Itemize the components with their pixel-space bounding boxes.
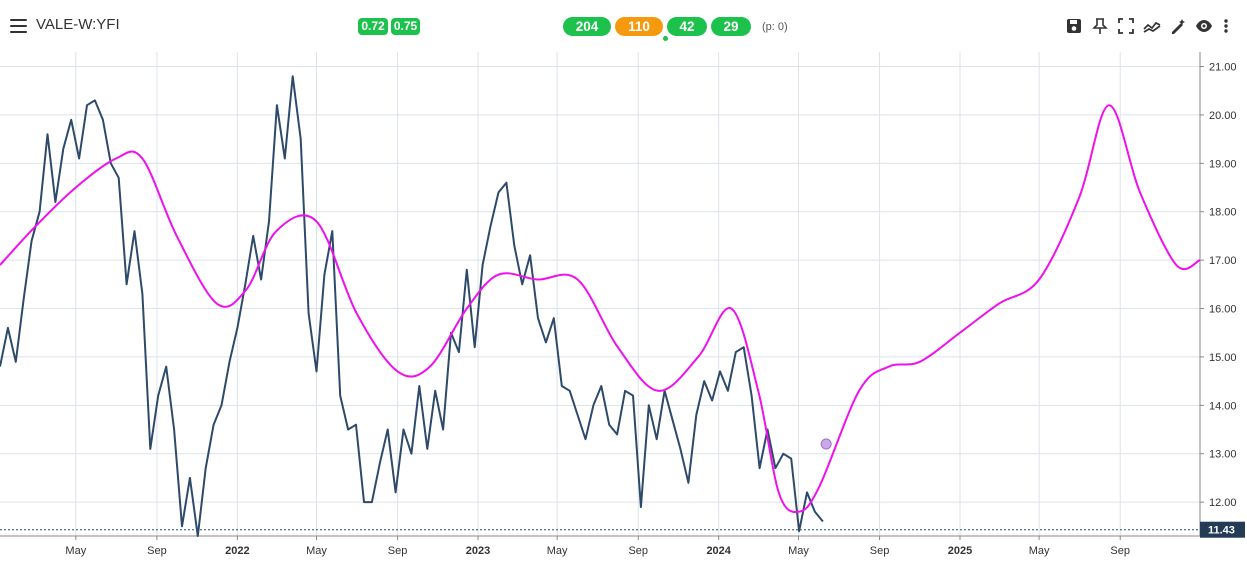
- series-layer: [0, 75, 1201, 537]
- y-tick-label: 12.00: [1209, 497, 1237, 509]
- y-tick-label: 16.00: [1209, 304, 1237, 316]
- save-icon[interactable]: [1065, 17, 1083, 35]
- x-tick-label: Sep: [870, 545, 890, 557]
- y-axis: 12.00 13.00 14.00 15.00 16.00 17.00 18.00 19.00…: [1200, 62, 1237, 509]
- x-tick-label: Sep: [628, 545, 648, 557]
- y-tick-label: 13.00: [1209, 449, 1237, 461]
- eye-icon[interactable]: [1195, 17, 1213, 35]
- y-tick-label: 18.00: [1209, 207, 1237, 219]
- score-badge-2[interactable]: 0.75: [391, 18, 420, 35]
- x-tick-label: May: [65, 545, 86, 557]
- y-tick-label: 17.00: [1209, 255, 1237, 267]
- more-vertical-icon[interactable]: [1221, 17, 1231, 35]
- price-line[interactable]: [0, 75, 824, 537]
- fullscreen-icon[interactable]: [1117, 17, 1135, 35]
- count-pill-2[interactable]: 110: [615, 17, 663, 36]
- x-tick-label: May: [788, 545, 809, 557]
- x-tick-label: May: [547, 545, 568, 557]
- count-pill-3[interactable]: 42: [667, 17, 707, 36]
- x-tick-label: May: [1029, 545, 1050, 557]
- overlay-layer: 11.43: [0, 438, 1245, 538]
- count-pill-4[interactable]: 29: [711, 17, 751, 36]
- x-axis: May Sep 2022 May Sep 2023 May Sep 2024 May Sep 2025…: [65, 536, 1130, 557]
- x-tick-label: 2025: [948, 545, 972, 557]
- y-tick-label: 19.00: [1209, 158, 1237, 170]
- x-tick-label: 2022: [225, 545, 249, 557]
- x-tick-label: May: [306, 545, 327, 557]
- pin-icon[interactable]: [1091, 17, 1109, 35]
- score-badge-1[interactable]: 0.72: [358, 18, 388, 35]
- y-tick-label: 15.00: [1209, 352, 1237, 364]
- symbol-title[interactable]: VALE-W:YFI: [36, 16, 120, 33]
- x-tick-label: 2023: [466, 545, 490, 557]
- x-tick-label: Sep: [147, 545, 167, 557]
- last-price-box: [1200, 521, 1245, 538]
- y-tick-label: 20.00: [1209, 110, 1237, 122]
- chart-header: VALE-W:YFI 0.72 0.75 204 110 42 29 (p: 0…: [0, 0, 1247, 52]
- forecast-marker[interactable]: [820, 438, 832, 450]
- menu-icon[interactable]: [10, 19, 27, 33]
- forecast-line[interactable]: [0, 104, 1201, 514]
- price-chart[interactable]: 12.00 13.00 14.00 15.00 16.00 17.00 18.00 19.00…: [0, 52, 1247, 564]
- x-tick-label: Sep: [388, 545, 408, 557]
- draw-icon[interactable]: [1169, 17, 1187, 35]
- x-tick-label: Sep: [1110, 545, 1130, 557]
- count-pill-1[interactable]: 204: [563, 17, 611, 36]
- trend-icon[interactable]: [1143, 17, 1161, 35]
- last-price-label: 11.43: [1208, 525, 1235, 537]
- y-tick-label: 21.00: [1209, 62, 1237, 74]
- status-dot: [663, 36, 668, 41]
- x-tick-label: 2024: [706, 545, 731, 557]
- grid: [0, 52, 1201, 537]
- y-tick-label: 14.00: [1209, 400, 1237, 412]
- p-value: (p: 0): [762, 21, 788, 33]
